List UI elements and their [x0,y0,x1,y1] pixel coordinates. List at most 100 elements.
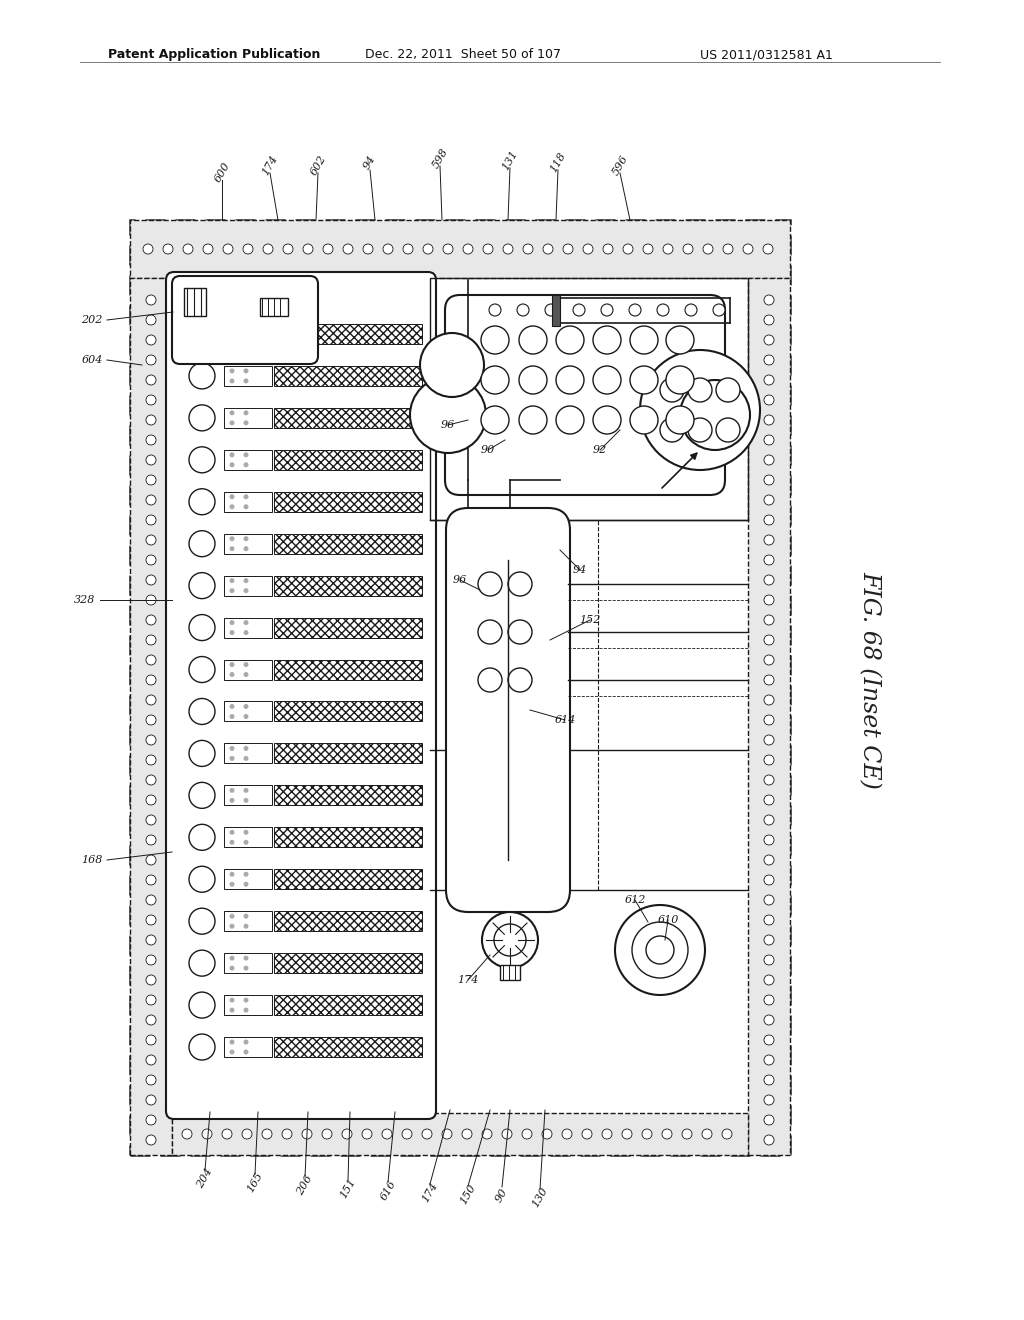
Circle shape [229,411,234,416]
Circle shape [244,536,249,541]
Bar [274,450,422,470]
Circle shape [229,788,234,793]
Circle shape [229,966,234,970]
Circle shape [146,436,156,445]
Circle shape [244,714,249,719]
Bar [172,1113,748,1155]
Circle shape [593,407,621,434]
Circle shape [764,1055,774,1065]
Circle shape [189,950,215,975]
Circle shape [146,875,156,884]
Bar [224,995,272,1015]
Circle shape [702,1129,712,1139]
Circle shape [764,1096,774,1105]
Bar [224,408,272,428]
Circle shape [189,656,215,682]
Circle shape [508,572,532,597]
Circle shape [229,379,234,383]
Circle shape [615,906,705,995]
Circle shape [229,871,234,876]
Circle shape [508,620,532,644]
Circle shape [146,915,156,925]
Circle shape [244,379,249,383]
Circle shape [146,1055,156,1065]
Text: Patent Application Publication: Patent Application Publication [108,48,321,61]
Circle shape [764,475,774,484]
Circle shape [146,414,156,425]
Circle shape [764,775,774,785]
Circle shape [229,1040,234,1044]
Bar [224,870,272,890]
Circle shape [542,1129,552,1139]
Circle shape [764,315,774,325]
Text: FIG. 68 (Inset CE): FIG. 68 (Inset CE) [858,572,882,789]
Circle shape [478,572,502,597]
Circle shape [723,244,733,253]
FancyBboxPatch shape [446,508,570,912]
Circle shape [229,368,234,374]
Circle shape [764,895,774,906]
Circle shape [688,378,712,403]
Circle shape [764,655,774,665]
Text: 92: 92 [593,445,607,455]
Circle shape [764,855,774,865]
Circle shape [146,995,156,1005]
Circle shape [146,836,156,845]
Circle shape [146,315,156,325]
Circle shape [489,304,501,315]
Circle shape [382,1129,392,1139]
Circle shape [244,924,249,929]
Bar [224,660,272,680]
Circle shape [189,1034,215,1060]
Circle shape [764,915,774,925]
Circle shape [146,1035,156,1045]
Bar [224,828,272,847]
Circle shape [244,1007,249,1012]
Circle shape [630,366,658,393]
Bar [184,288,206,315]
Circle shape [442,1129,452,1139]
Text: 165: 165 [246,1171,264,1193]
Circle shape [764,975,774,985]
Circle shape [764,836,774,845]
Circle shape [146,535,156,545]
Circle shape [573,304,585,315]
Circle shape [189,321,215,347]
Circle shape [222,1129,232,1139]
Circle shape [229,1049,234,1055]
Circle shape [242,1129,252,1139]
Text: US 2011/0312581 A1: US 2011/0312581 A1 [700,48,833,61]
Text: 152: 152 [580,615,601,624]
Circle shape [764,935,774,945]
Circle shape [402,1129,412,1139]
Circle shape [764,675,774,685]
Text: 131: 131 [501,148,519,172]
Circle shape [146,455,156,465]
Circle shape [593,326,621,354]
Circle shape [545,304,557,315]
Circle shape [685,304,697,315]
Circle shape [543,244,553,253]
FancyBboxPatch shape [166,272,436,1119]
Circle shape [482,1129,492,1139]
Text: 151: 151 [338,1176,357,1200]
Bar [274,995,422,1015]
Bar [260,298,288,315]
Circle shape [680,380,750,450]
Circle shape [146,1135,156,1144]
Circle shape [563,244,573,253]
Circle shape [244,578,249,583]
Bar [274,323,422,345]
Circle shape [764,335,774,345]
Circle shape [229,956,234,961]
Bar [224,911,272,931]
Bar [130,220,790,279]
Circle shape [189,573,215,599]
Circle shape [244,630,249,635]
Text: 174: 174 [420,1180,439,1204]
Circle shape [764,795,774,805]
Circle shape [562,1129,572,1139]
Circle shape [302,1129,312,1139]
Circle shape [743,244,753,253]
Circle shape [462,1129,472,1139]
